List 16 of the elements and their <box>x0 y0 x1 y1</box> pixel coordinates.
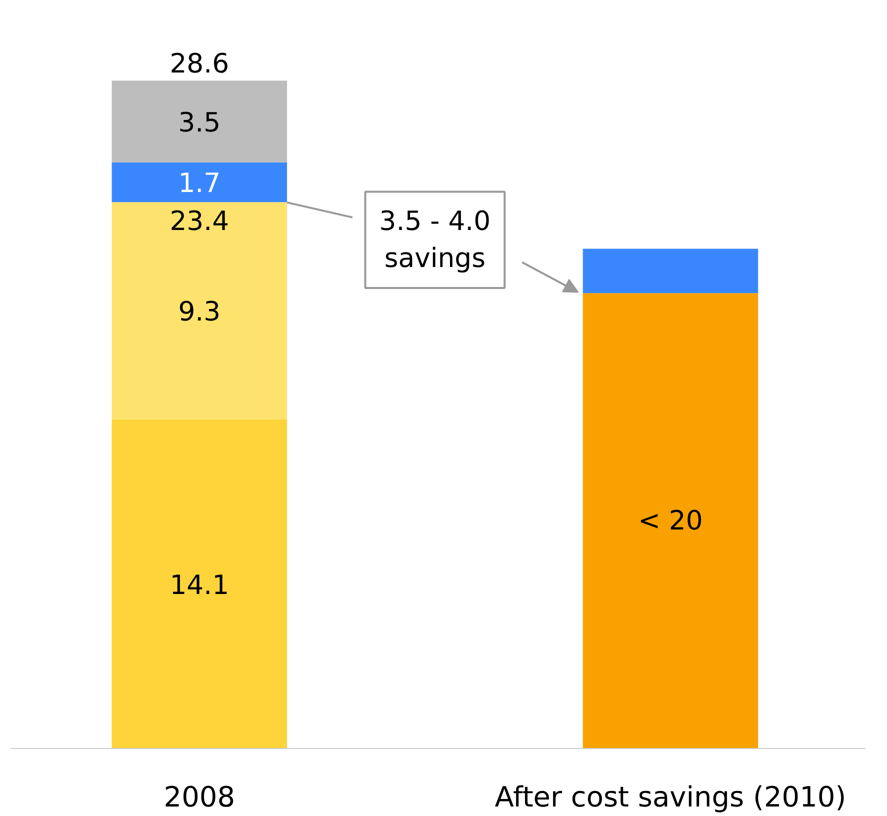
data-label: 14.1 <box>170 570 230 601</box>
x-tick-label: After cost savings (2010) <box>494 780 846 814</box>
bar <box>582 248 758 294</box>
total-label: 28.6 <box>170 48 230 80</box>
bar <box>112 202 288 420</box>
bar <box>582 293 758 748</box>
x-tick-label: 2008 <box>164 780 236 814</box>
data-label: 1.7 <box>178 168 221 200</box>
data-label: 9.3 <box>178 296 221 328</box>
data-label: 3.5 <box>178 108 221 139</box>
annotation: 23.4 <box>170 206 230 238</box>
bar <box>112 80 288 162</box>
bar <box>112 162 288 202</box>
annotation: 3.5 - 4.0 savings <box>379 206 491 274</box>
bar <box>112 419 288 748</box>
data-label: < 20 <box>638 505 703 536</box>
